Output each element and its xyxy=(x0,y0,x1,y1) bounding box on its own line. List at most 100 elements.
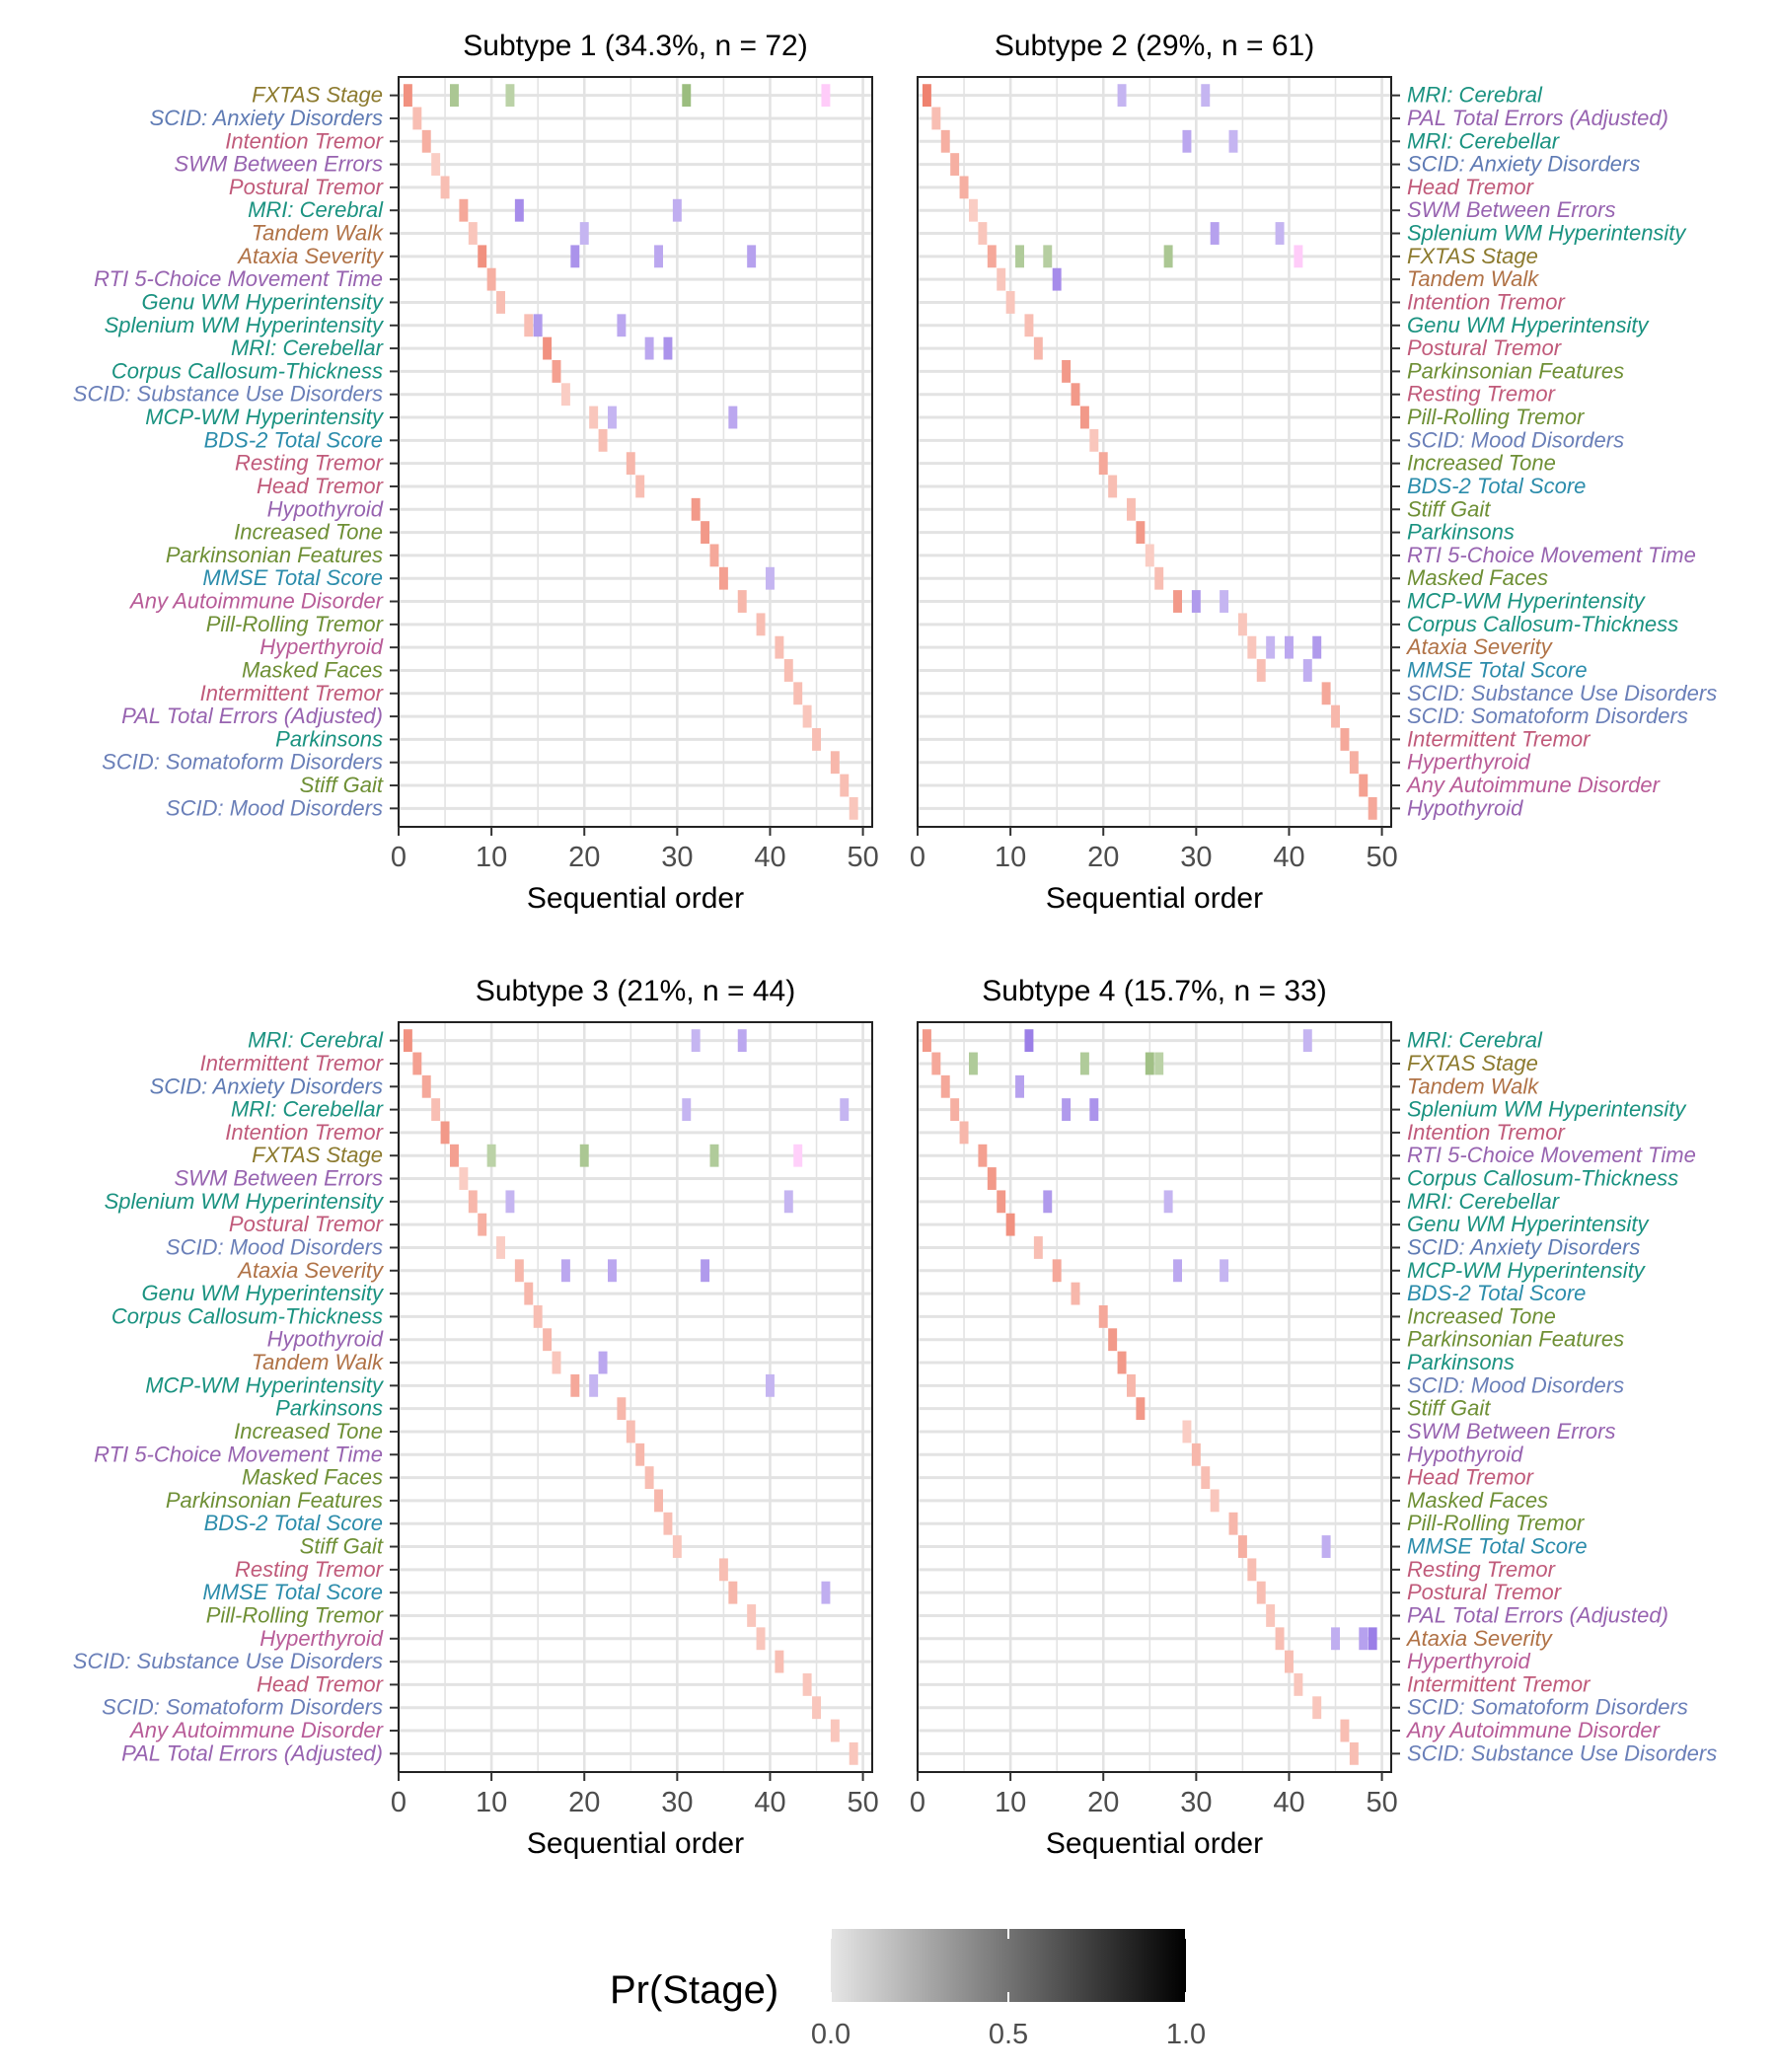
biomarker-label: Any Autoimmune Disorder xyxy=(128,589,385,614)
biomarker-label: Head Tremor xyxy=(1407,1465,1535,1490)
biomarker-label: Masked Faces xyxy=(1407,565,1548,590)
heat-cell xyxy=(589,1373,599,1397)
heat-cell xyxy=(987,1167,997,1190)
biomarker-label: Masked Faces xyxy=(242,657,383,682)
heat-cell xyxy=(570,245,580,268)
biomarker-label: MRI: Cerebral xyxy=(248,1028,384,1053)
heat-cell xyxy=(1117,84,1127,108)
biomarker-label: SCID: Anxiety Disorders xyxy=(150,1073,383,1098)
heat-cell xyxy=(431,153,441,177)
panel-border xyxy=(398,1021,873,1773)
heat-cell xyxy=(682,84,692,108)
heat-cell xyxy=(783,659,793,682)
heat-cell xyxy=(672,198,682,222)
heat-cell xyxy=(931,1052,941,1075)
heat-cell xyxy=(997,1190,1006,1214)
biomarker-label: Tandem Walk xyxy=(1407,266,1539,291)
biomarker-label: Corpus Callosum-Thickness xyxy=(1407,1166,1678,1191)
biomarker-label: Intermittent Tremor xyxy=(1407,726,1591,751)
heat-cell xyxy=(1098,1304,1108,1328)
heat-cell xyxy=(1079,406,1089,429)
heat-cell xyxy=(560,1259,570,1283)
biomarker-label: SCID: Somatoform Disorders xyxy=(1407,1695,1688,1720)
heat-cell xyxy=(403,1029,412,1053)
biomarker-label: Intermittent Tremor xyxy=(200,681,385,705)
biomarker-label: Corpus Callosum-Thickness xyxy=(111,1303,383,1328)
heat-cell xyxy=(1108,475,1118,498)
heat-cell xyxy=(617,314,627,337)
biomarker-label: Corpus Callosum-Thickness xyxy=(111,358,383,383)
biomarker-label: Resting Tremor xyxy=(1407,1557,1557,1582)
heat-cell xyxy=(793,682,803,705)
heat-cell xyxy=(950,153,960,177)
heat-cell xyxy=(1266,635,1276,659)
biomarker-label: Tandem Walk xyxy=(1407,1073,1539,1098)
heat-cell xyxy=(1163,245,1173,268)
legend-title: Pr(Stage) xyxy=(610,1968,778,2012)
heat-cell xyxy=(969,1052,978,1075)
heat-cell xyxy=(718,1558,728,1582)
heat-cell xyxy=(1247,635,1257,659)
biomarker-label: Head Tremor xyxy=(257,474,385,498)
biomarker-label: PAL Total Errors (Adjusted) xyxy=(1407,106,1668,130)
heat-cell xyxy=(1285,635,1294,659)
biomarker-label: Splenium WM Hyperintensity xyxy=(1407,1097,1687,1122)
biomarker-label: Corpus Callosum-Thickness xyxy=(1407,612,1678,636)
x-axis-title: Sequential order xyxy=(527,882,744,915)
heat-cell xyxy=(1349,751,1359,775)
heat-cell xyxy=(1127,1373,1136,1397)
heat-cell xyxy=(1294,245,1303,268)
heat-cell xyxy=(747,245,757,268)
x-tick-label: 40 xyxy=(1273,1787,1304,1818)
heat-cell xyxy=(579,222,589,245)
x-tick-label: 40 xyxy=(754,842,785,873)
biomarker-label: SWM Between Errors xyxy=(175,1166,384,1191)
heat-cell xyxy=(1359,774,1369,797)
biomarker-label: SCID: Somatoform Disorders xyxy=(102,1695,383,1720)
heat-cell xyxy=(1173,590,1182,613)
heat-cell xyxy=(709,1144,719,1167)
heat-cell xyxy=(654,245,663,268)
x-tick-label: 0 xyxy=(391,1787,407,1818)
biomarker-label: SCID: Mood Disorders xyxy=(166,795,383,820)
heat-cell xyxy=(421,129,431,153)
biomarker-label: Ataxia Severity xyxy=(1405,634,1554,659)
heat-cell xyxy=(1089,1098,1099,1122)
colorbar-tick-label: 0.5 xyxy=(989,2019,1028,2050)
biomarker-label: Genu WM Hyperintensity xyxy=(1407,313,1651,337)
heat-cell xyxy=(775,635,784,659)
x-tick-label: 30 xyxy=(661,1787,693,1818)
biomarker-label: Hypothyroid xyxy=(1407,795,1523,820)
biomarker-label: SCID: Mood Disorders xyxy=(1407,1372,1624,1397)
heat-cell xyxy=(812,727,821,751)
heat-cell xyxy=(1237,1535,1247,1558)
biomarker-label: Parkinsonian Features xyxy=(166,1488,383,1513)
heat-cell xyxy=(1312,635,1322,659)
biomarker-label: MRI: Cerebral xyxy=(1407,83,1543,108)
biomarker-label: Parkinsonian Features xyxy=(1407,1327,1624,1352)
heat-cell xyxy=(533,314,543,337)
heat-cell xyxy=(450,84,459,108)
heat-cell xyxy=(1312,1696,1322,1720)
heat-cell xyxy=(978,222,988,245)
panel-3: Subtype 3 (21%, n = 44) 0 10 20 30 40 50 Sequen… xyxy=(73,975,879,1860)
biomarker-label: Masked Faces xyxy=(242,1465,383,1490)
biomarker-label: Stiff Gait xyxy=(300,1534,384,1559)
biomarker-label: FXTAS Stage xyxy=(1407,1051,1538,1075)
heat-cell xyxy=(793,1144,803,1167)
heat-cell xyxy=(701,1259,710,1283)
biomarker-label: Increased Tone xyxy=(1407,451,1556,476)
biomarker-label: Stiff Gait xyxy=(300,773,384,797)
biomarker-label: Parkinsons xyxy=(1407,1350,1515,1374)
heat-cell xyxy=(505,1190,515,1214)
x-tick-label: 50 xyxy=(847,1787,878,1818)
x-tick-label: 30 xyxy=(1180,1787,1212,1818)
heat-cell xyxy=(931,107,941,130)
heat-cell xyxy=(1247,1558,1257,1582)
biomarker-label: Head Tremor xyxy=(1407,175,1535,199)
biomarker-label: MCP-WM Hyperintensity xyxy=(145,1372,385,1397)
biomarker-label: Hyperthyroid xyxy=(1407,1649,1530,1673)
heat-cell xyxy=(1331,704,1340,728)
x-axis-title: Sequential order xyxy=(1046,882,1263,915)
panel-border xyxy=(398,76,873,828)
